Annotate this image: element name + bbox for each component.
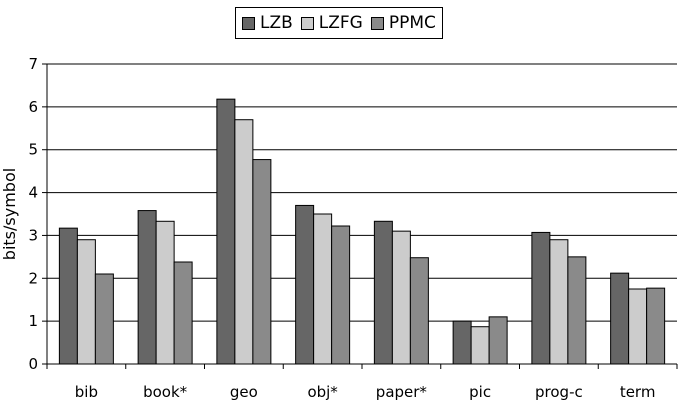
x-tick-label: bib	[75, 383, 98, 401]
bar-lzb-progc	[531, 231, 551, 365]
bar-lzfg-progc	[549, 239, 569, 365]
x-tick-label: prog-c	[535, 383, 583, 401]
bar-lzfg-bib	[76, 239, 96, 365]
bar-lzb-term	[610, 272, 630, 365]
bar-ppmc-progc	[567, 256, 587, 365]
bars	[58, 98, 666, 365]
bar-lzfg-geo	[234, 119, 254, 365]
bar-ppmc-obj	[331, 225, 351, 365]
legend-label-lzb: LZB	[260, 12, 293, 33]
axes	[42, 63, 678, 369]
bar-ppmc-book	[173, 261, 193, 365]
bar-ppmc-bib	[94, 273, 114, 365]
x-tick-labels: bib book* geo obj* paper* pic prog-c term	[75, 383, 656, 401]
y-tick-label: 7	[28, 55, 38, 73]
bar-lzb-paper	[373, 220, 393, 365]
bar-lzfg-pic	[470, 326, 490, 365]
x-tick-label: geo	[230, 383, 258, 401]
bar-lzb-pic	[452, 320, 472, 365]
legend-label-lzfg: LZFG	[318, 12, 363, 33]
bar-ppmc-term	[646, 287, 666, 365]
y-tick-label: 4	[28, 184, 38, 202]
x-tick-label: paper*	[376, 383, 428, 401]
y-axis-label: bits/symbol	[0, 168, 19, 260]
bar-lzb-bib	[58, 227, 78, 365]
y-tick-label: 6	[28, 98, 38, 116]
bar-lzfg-book	[155, 220, 175, 365]
y-tick-label: 2	[28, 269, 38, 287]
bar-ppmc-geo	[252, 159, 272, 365]
y-tick-label: 3	[28, 226, 38, 244]
y-tick-label: 5	[28, 141, 38, 159]
x-tick-label: term	[620, 383, 656, 401]
bar-ppmc-pic	[488, 316, 508, 365]
x-tick-label: pic	[469, 383, 491, 401]
legend: LZB LZFG PPMC	[235, 7, 443, 39]
legend-item-ppmc: PPMC	[370, 12, 436, 33]
x-tick-label: obj*	[307, 383, 338, 401]
bar-ppmc-paper	[409, 257, 429, 365]
y-tick-labels: 0 1 2 3 4 5 6 7	[28, 55, 38, 373]
legend-label-ppmc: PPMC	[388, 12, 436, 33]
y-tick-label: 1	[28, 312, 38, 330]
bar-lzb-book	[137, 210, 157, 365]
bar-lzfg-paper	[391, 230, 411, 365]
legend-swatch-lzfg	[300, 16, 314, 30]
bar-lzfg-term	[628, 288, 648, 365]
y-tick-label: 0	[28, 355, 38, 373]
bar-lzfg-obj	[313, 213, 333, 365]
bar-lzb-geo	[216, 98, 236, 365]
legend-item-lzb: LZB	[242, 12, 293, 33]
legend-swatch-ppmc	[370, 16, 384, 30]
legend-item-lzfg: LZFG	[300, 12, 363, 33]
legend-swatch-lzb	[242, 16, 255, 30]
bar-lzb-obj	[295, 204, 315, 365]
x-tick-label: book*	[143, 383, 188, 401]
